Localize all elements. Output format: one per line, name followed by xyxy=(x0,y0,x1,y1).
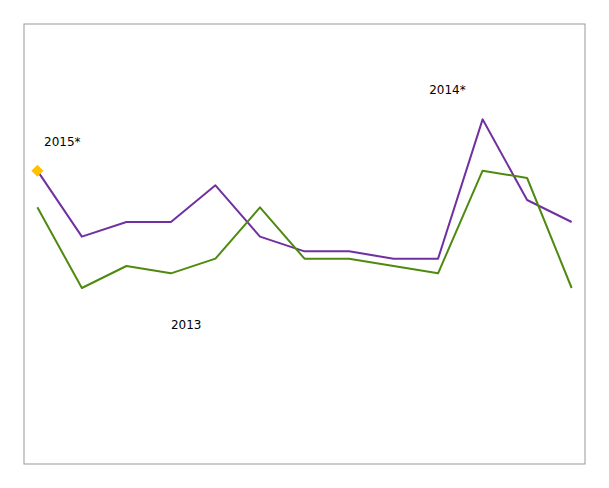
series-line xyxy=(37,119,571,258)
plot-background xyxy=(24,24,585,464)
chart: 2015* 2013 2014* xyxy=(0,0,609,488)
annotation: 2013 xyxy=(171,318,202,332)
plot-frame xyxy=(24,24,585,464)
annotation: 2015* xyxy=(44,135,81,149)
annotation: 2014* xyxy=(429,83,466,97)
plot-marks xyxy=(31,119,571,288)
series-line xyxy=(37,171,571,288)
point-marker xyxy=(31,165,43,177)
